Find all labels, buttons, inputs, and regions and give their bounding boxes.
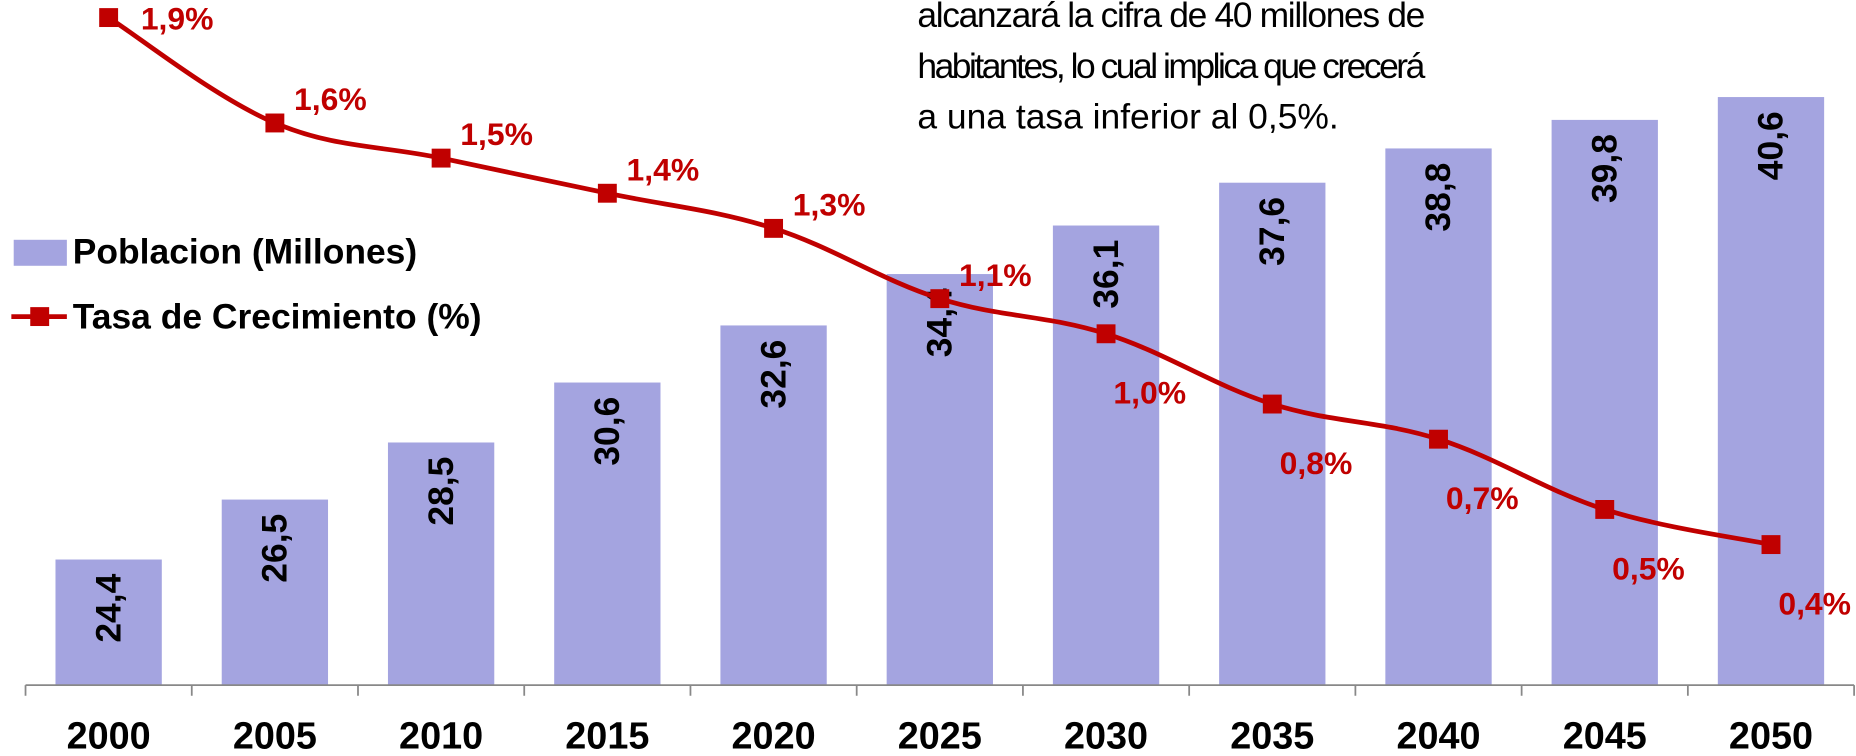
line-value-label: 0,5%: [1612, 550, 1685, 586]
bar-value-label: 24,4: [88, 573, 128, 642]
bar: [554, 382, 661, 686]
bar: [55, 559, 162, 686]
x-tick-label: 2030: [1064, 715, 1148, 756]
bar: [1219, 182, 1326, 686]
line-marker: [265, 113, 285, 133]
line-value-label: 0,8%: [1280, 445, 1353, 481]
bar-value-label: 38,8: [1418, 163, 1458, 232]
line-marker: [930, 289, 950, 309]
legend-label: Tasa de Crecimiento (%): [73, 296, 482, 336]
line-value-label: 1,4%: [627, 151, 700, 187]
bar-value-label: 28,5: [421, 457, 461, 526]
x-tick-label: 2000: [67, 715, 151, 756]
line-value-label: 0,7%: [1446, 480, 1519, 516]
line-marker: [1429, 429, 1448, 449]
line-value-label: 1,5%: [460, 116, 533, 152]
bar: [221, 499, 329, 686]
line-marker: [1761, 535, 1781, 555]
x-tick-label: 2040: [1396, 715, 1480, 756]
line-marker: [99, 8, 119, 28]
annotation-line: habitantes, lo cual implica que crecerá: [917, 46, 1425, 86]
bar-value-label: 37,6: [1252, 197, 1292, 266]
bar: [1052, 225, 1160, 686]
bar-value-label: 30,6: [587, 397, 627, 466]
bar: [886, 274, 993, 686]
line-value-label: 1,1%: [959, 257, 1032, 293]
bar-value-label: 32,6: [753, 340, 793, 409]
bar-value-label: 26,5: [255, 514, 295, 583]
line-marker: [1595, 500, 1615, 519]
bar-value-label: 40,6: [1751, 111, 1791, 180]
legend-swatch: [30, 307, 50, 327]
bar: [720, 325, 827, 686]
x-tick-label: 2050: [1729, 715, 1813, 756]
legend-swatch: [13, 239, 67, 266]
bar-value-label: 39,8: [1584, 134, 1624, 203]
line-marker: [1262, 394, 1282, 414]
annotation-line: alcanzará la cifra de 40 millones de: [917, 0, 1425, 35]
line-value-label: 0,4%: [1778, 585, 1851, 621]
line-marker: [597, 183, 617, 203]
x-tick-label: 2010: [399, 715, 483, 756]
line-marker: [764, 218, 784, 238]
line-marker: [431, 148, 451, 168]
line-value-label: 1,6%: [294, 81, 367, 117]
x-tick-label: 2045: [1563, 715, 1647, 756]
bar: [387, 442, 495, 686]
x-tick-label: 2020: [732, 715, 816, 756]
bar-value-label: 36,1: [1086, 240, 1126, 309]
x-tick-label: 2035: [1230, 715, 1314, 756]
bar: [1385, 148, 1492, 686]
line-value-label: 1,9%: [141, 1, 214, 37]
line-marker: [1096, 324, 1116, 344]
legend-label: Poblacion (Millones): [73, 231, 417, 271]
annotation-line: a una tasa inferior al 0,5%.: [917, 97, 1338, 137]
x-tick-label: 2005: [233, 715, 317, 756]
bar: [1551, 119, 1658, 686]
line-value-label: 1,3%: [793, 187, 866, 223]
x-tick-label: 2015: [565, 715, 649, 756]
line-value-label: 1,0%: [1113, 375, 1186, 411]
bar: [1717, 97, 1825, 686]
x-tick-label: 2025: [898, 715, 982, 756]
